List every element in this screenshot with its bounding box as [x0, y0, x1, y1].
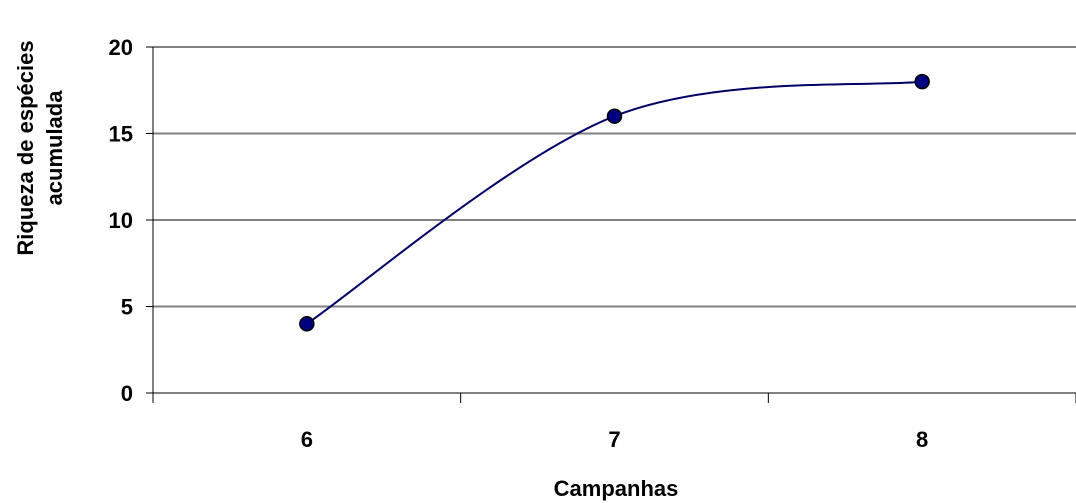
x-tick-label-7: 7	[608, 427, 620, 452]
y-tick-labels: 0 5 10 15 20	[109, 35, 133, 406]
y-tick-label-15: 15	[109, 122, 133, 147]
y-tick-label-5: 5	[121, 295, 133, 320]
y-axis-title-line-1: Riqueza de espécies	[13, 40, 38, 255]
x-tick-label-8: 8	[916, 427, 928, 452]
gridlines	[153, 46, 1076, 308]
y-axis-title-line-2: acumulada	[42, 90, 67, 206]
y-tick-label-10: 10	[109, 208, 133, 233]
series-layer	[299, 73, 930, 332]
y-tick-label-20: 20	[109, 35, 133, 60]
y-tick-label-0: 0	[121, 381, 133, 406]
x-axis-title: Campanhas	[554, 476, 679, 501]
data-point-6	[299, 316, 315, 332]
data-point-7	[606, 108, 623, 124]
data-point-8	[914, 73, 930, 90]
axes	[146, 46, 1076, 403]
x-tick-label-6: 6	[301, 427, 313, 452]
x-tick-labels: 6 7 8	[301, 427, 929, 452]
